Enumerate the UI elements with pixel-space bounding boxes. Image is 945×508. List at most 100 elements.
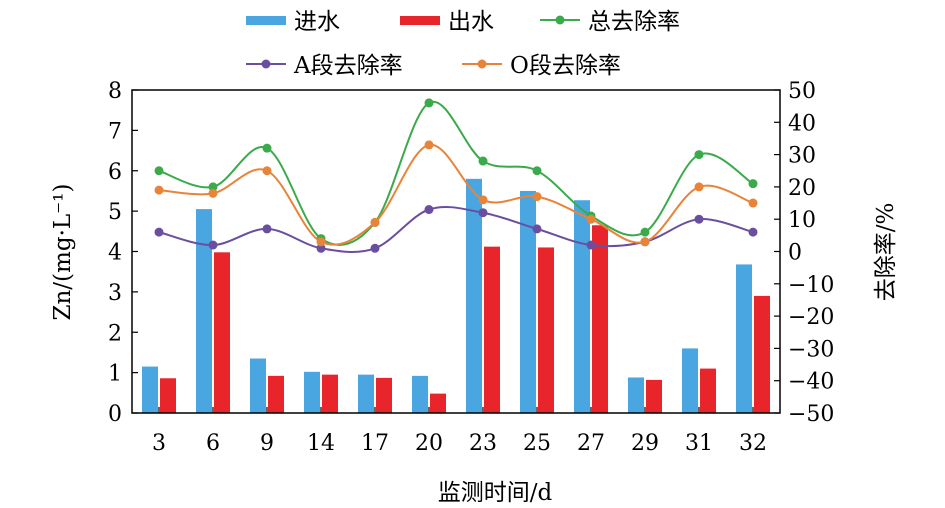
y-right-tick-label: −50 <box>788 402 834 427</box>
y-axis-left: 0 1 2 3 4 5 6 7 8 <box>108 79 138 427</box>
lines <box>154 98 758 253</box>
total-removal-point <box>640 227 650 237</box>
a-stage-removal-point <box>316 243 326 253</box>
o-stage-removal-point <box>424 140 434 150</box>
a-stage-removal-point <box>478 208 488 218</box>
y-right-tick-label: −40 <box>788 370 834 395</box>
total-removal-point <box>532 166 542 176</box>
bar-influent <box>412 375 428 413</box>
bar-effluent <box>646 379 662 413</box>
bar-influent <box>358 374 374 413</box>
legend-label: 出水 <box>448 9 494 35</box>
legend-label: 总去除率 <box>588 9 680 35</box>
bar-influent <box>466 178 482 413</box>
legend-influent: 进水 <box>246 9 340 35</box>
bar-influent <box>574 200 590 413</box>
a-stage-removal-point <box>262 224 272 234</box>
a-stage-removal-point <box>424 205 434 215</box>
y-left-tick-label: 1 <box>108 362 122 387</box>
bar-effluent <box>538 247 554 413</box>
total-removal-point <box>262 143 272 153</box>
legend: 进水 出水 总去除率 A段去除率 O段去除率 <box>246 9 680 79</box>
a-stage-removal-point <box>748 227 758 237</box>
o-stage-removal-point <box>586 214 596 224</box>
legend-label: A段去除率 <box>293 53 403 79</box>
legend-label: O段去除率 <box>510 53 621 79</box>
a-stage-removal-point <box>208 240 218 250</box>
a-stage-removal-point <box>694 214 704 224</box>
x-axis: 3 6 9 14 17 20 23 25 27 29 31 32 <box>152 407 767 456</box>
x-tick-label: 3 <box>152 431 166 456</box>
total-removal-point <box>424 98 434 108</box>
legend-a-stage: A段去除率 <box>246 53 403 79</box>
y-right-tick-label: 10 <box>788 208 816 233</box>
x-tick-label: 14 <box>307 431 335 456</box>
y-right-tick-label: 40 <box>788 111 816 136</box>
o-stage-removal-point <box>478 195 488 205</box>
bar-influent <box>736 264 752 413</box>
o-stage-removal-point <box>370 217 380 227</box>
y-axis-right: −50 −40 −30 −20 −10 0 10 20 30 40 50 <box>774 79 834 427</box>
x-tick-label: 32 <box>739 431 767 456</box>
bar-effluent <box>160 378 176 413</box>
o-stage-removal-point <box>532 192 542 202</box>
total-removal-point <box>478 156 488 166</box>
bar-influent <box>142 366 158 413</box>
x-tick-label: 29 <box>631 431 659 456</box>
o-stage-removal-point <box>694 182 704 192</box>
y-axis-left-title: Zn/(mg·L⁻¹) <box>50 184 76 321</box>
x-tick-label: 20 <box>415 431 443 456</box>
y-left-tick-label: 0 <box>108 402 122 427</box>
o-stage-removal-point <box>748 198 758 208</box>
bar-influent <box>304 371 320 413</box>
a-stage-removal-point <box>532 224 542 234</box>
o-stage-removal-point <box>208 188 218 198</box>
total-removal-point <box>694 150 704 160</box>
bar-effluent <box>268 375 284 413</box>
a-stage-removal-point <box>154 227 164 237</box>
x-axis-title: 监测时间/d <box>438 480 553 506</box>
bar-effluent <box>214 252 230 413</box>
bar-effluent <box>700 368 716 413</box>
y-right-tick-label: −30 <box>788 337 834 362</box>
total-removal-point <box>208 182 218 192</box>
x-tick-label: 27 <box>577 431 605 456</box>
y-right-tick-label: 30 <box>788 144 816 169</box>
bar-effluent <box>754 295 770 413</box>
y-left-tick-label: 6 <box>108 160 122 185</box>
o-stage-removal-point <box>154 185 164 195</box>
legend-total-removal: 总去除率 <box>540 9 680 35</box>
total-removal-point <box>154 166 164 176</box>
legend-marker <box>261 59 271 69</box>
bar-effluent <box>592 225 608 413</box>
legend-label: 进水 <box>294 9 340 35</box>
o-stage-removal-line <box>158 143 754 246</box>
x-tick-label: 17 <box>361 431 389 456</box>
y-left-tick-label: 3 <box>108 281 122 306</box>
bar-influent <box>682 348 698 413</box>
bar-effluent <box>376 377 392 413</box>
bar-effluent <box>322 374 338 413</box>
y-left-tick-label: 8 <box>108 79 122 104</box>
bar-influent <box>520 190 536 413</box>
y-left-tick-label: 2 <box>108 321 122 346</box>
y-right-tick-label: −10 <box>788 273 834 298</box>
a-stage-removal-point <box>370 243 380 253</box>
legend-marker <box>477 59 487 69</box>
y-right-tick-label: 20 <box>788 176 816 201</box>
y-right-tick-label: −20 <box>788 305 834 330</box>
bar-influent <box>628 377 644 413</box>
o-stage-removal-point <box>316 237 326 247</box>
x-tick-label: 23 <box>469 431 497 456</box>
legend-effluent: 出水 <box>400 9 494 35</box>
bar-effluent <box>430 393 446 413</box>
bar-influent <box>196 209 212 413</box>
bar-effluent <box>484 246 500 413</box>
x-tick-label: 6 <box>206 431 220 456</box>
x-tick-label: 25 <box>523 431 551 456</box>
bars <box>142 178 770 413</box>
o-stage-removal-point <box>640 237 650 247</box>
legend-swatch <box>400 16 440 25</box>
bar-influent <box>250 358 266 413</box>
